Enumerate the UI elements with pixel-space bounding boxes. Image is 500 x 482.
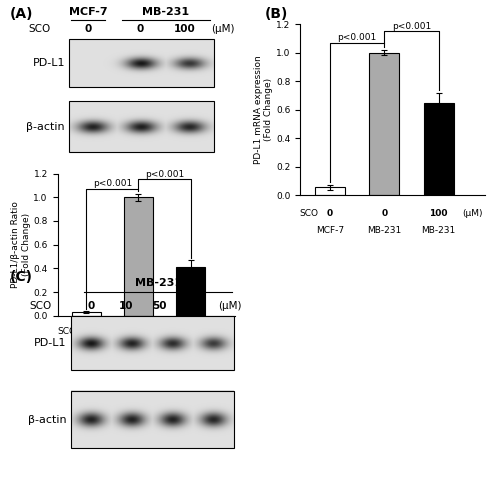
- Text: p<0.001: p<0.001: [392, 22, 431, 30]
- Text: (A): (A): [10, 7, 34, 21]
- Bar: [370, 53, 400, 195]
- Bar: [71, 317, 234, 370]
- Text: (μM): (μM): [210, 24, 234, 34]
- Text: SCO: SCO: [28, 24, 51, 34]
- Text: (μM): (μM): [218, 301, 242, 311]
- Text: 0: 0: [136, 327, 141, 336]
- Bar: [72, 312, 101, 316]
- Y-axis label: PD-L1/β-actin Ratio
(Fold Change): PD-L1/β-actin Ratio (Fold Change): [11, 201, 30, 288]
- Text: p<0.001: p<0.001: [338, 33, 377, 42]
- Text: MCF-7: MCF-7: [72, 341, 101, 350]
- Text: MCF-7: MCF-7: [68, 7, 108, 17]
- Text: 0: 0: [137, 24, 144, 34]
- Text: 100: 100: [184, 301, 206, 311]
- Y-axis label: PD-L1 mRNA expression
(Fold Change): PD-L1 mRNA expression (Fold Change): [254, 55, 273, 164]
- Text: SCO: SCO: [30, 301, 52, 311]
- Bar: [424, 103, 454, 195]
- Text: PD-L1: PD-L1: [32, 58, 65, 68]
- Bar: [315, 187, 345, 195]
- Bar: [71, 391, 234, 448]
- Bar: [69, 101, 214, 152]
- Text: MB-231: MB-231: [134, 278, 182, 288]
- Text: PD-L1: PD-L1: [34, 338, 67, 348]
- Text: 0: 0: [83, 327, 89, 336]
- Text: 10: 10: [119, 301, 134, 311]
- Text: MB-231: MB-231: [174, 341, 208, 350]
- Text: 100: 100: [174, 24, 196, 34]
- Text: MCF-7: MCF-7: [316, 226, 344, 235]
- Text: β-actin: β-actin: [28, 415, 67, 425]
- Text: SCO: SCO: [57, 327, 76, 336]
- Text: 50: 50: [152, 301, 166, 311]
- Bar: [69, 39, 214, 87]
- Text: MB-231: MB-231: [422, 226, 456, 235]
- Text: MB-231: MB-231: [367, 226, 402, 235]
- Text: 0: 0: [382, 209, 388, 218]
- Text: SCO: SCO: [300, 209, 319, 218]
- Text: β-actin: β-actin: [26, 121, 65, 132]
- Text: MB-231: MB-231: [122, 341, 156, 350]
- Text: p<0.001: p<0.001: [145, 170, 184, 179]
- Text: 0: 0: [88, 301, 94, 311]
- Text: (μM): (μM): [462, 209, 482, 218]
- Text: (B): (B): [265, 7, 288, 21]
- Bar: [124, 197, 153, 316]
- Text: p<0.001: p<0.001: [92, 179, 132, 188]
- Text: (C): (C): [10, 270, 33, 284]
- Text: (μM): (μM): [212, 327, 233, 336]
- Text: 100: 100: [182, 327, 200, 336]
- Bar: [176, 267, 205, 316]
- Text: 100: 100: [430, 209, 448, 218]
- Text: 0: 0: [84, 24, 91, 34]
- Text: MB-231: MB-231: [142, 7, 190, 17]
- Text: 0: 0: [327, 209, 333, 218]
